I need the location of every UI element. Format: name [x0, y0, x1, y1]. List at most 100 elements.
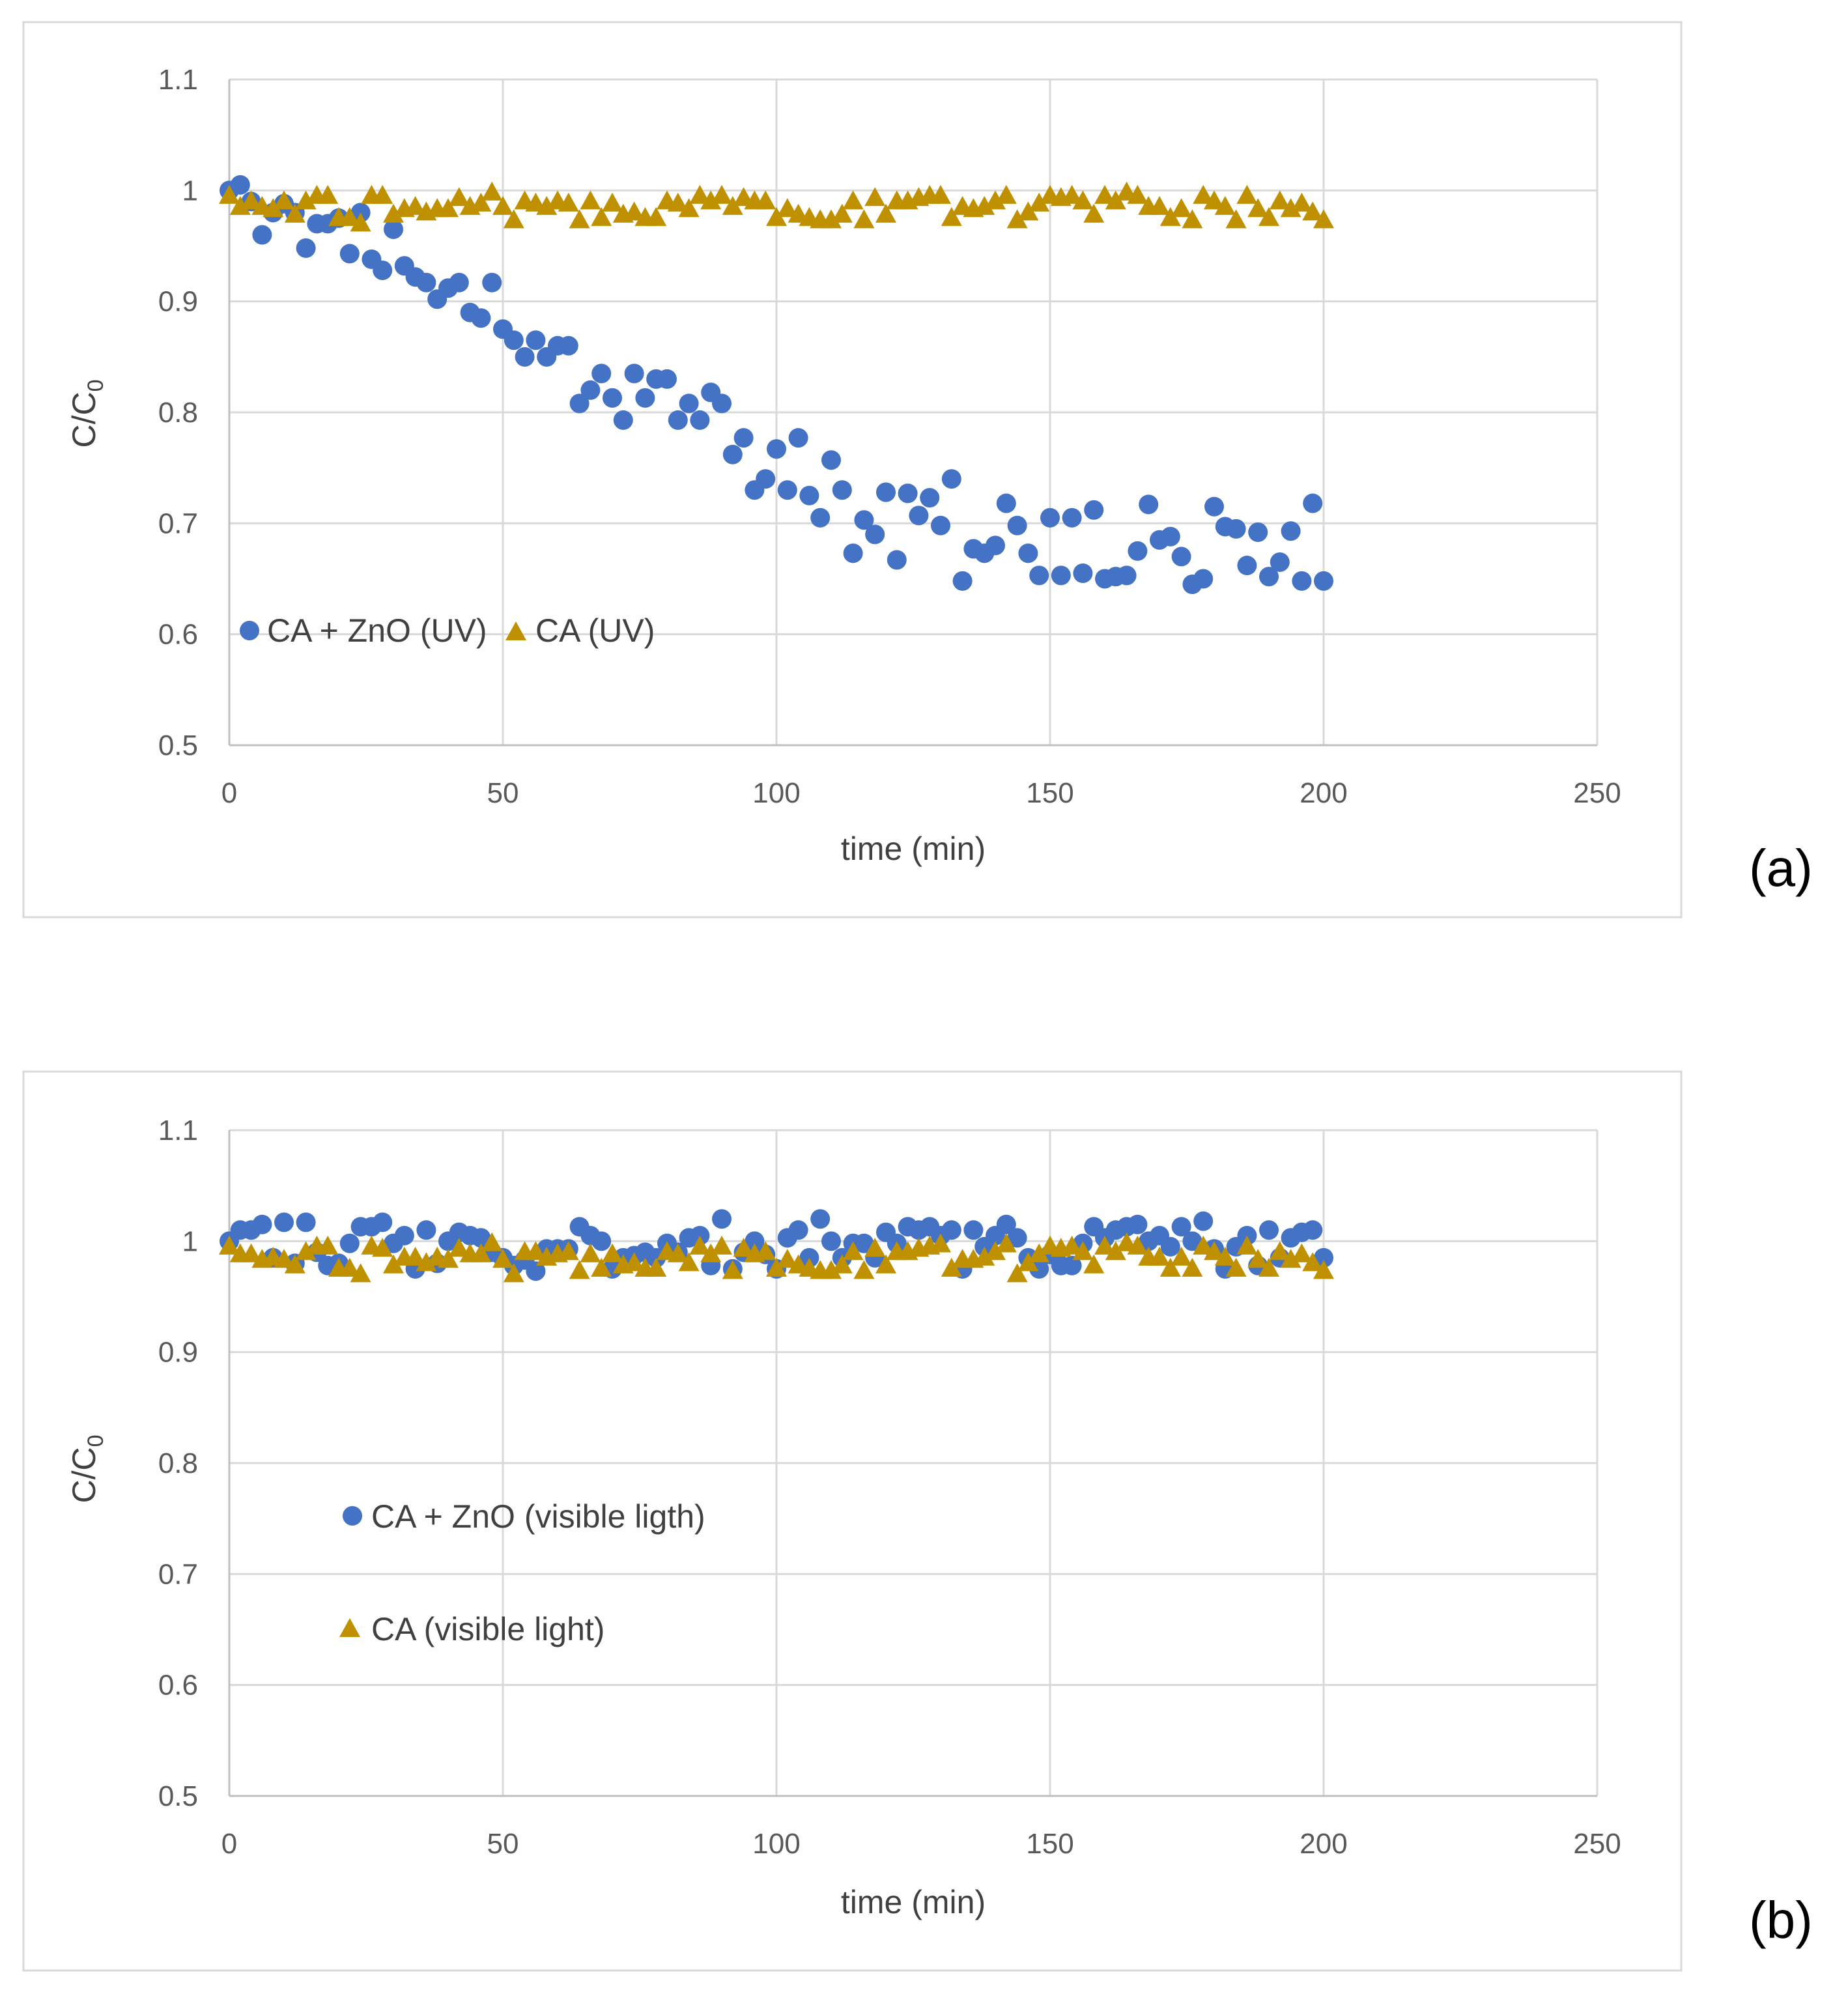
data-point-triangle — [317, 184, 339, 204]
panel-label: (b) — [1749, 1891, 1813, 1949]
data-point-triangle — [1193, 1235, 1214, 1255]
y-tick-label: 0.7 — [158, 1558, 198, 1590]
data-point-triangle — [219, 1235, 240, 1255]
data-point-circle — [1314, 571, 1333, 591]
data-point-circle — [591, 363, 612, 384]
data-point-triangle — [1094, 1235, 1115, 1255]
x-axis-title: time (min) — [841, 1884, 986, 1920]
data-point-triangle — [722, 1260, 743, 1279]
data-point-circle — [1084, 500, 1104, 520]
data-point-triangle — [1225, 1257, 1247, 1277]
y-tick-label: 1.1 — [158, 1115, 198, 1146]
data-point-circle — [558, 335, 578, 356]
data-point-triangle — [263, 198, 284, 218]
data-point-triangle — [372, 1238, 393, 1257]
data-point-triangle — [776, 198, 798, 218]
data-point-triangle — [941, 206, 962, 226]
data-point-triangle — [481, 181, 503, 201]
data-point-triangle — [405, 195, 426, 215]
data-point-triangle — [602, 192, 623, 212]
data-point-circle — [1281, 521, 1301, 541]
data-point-triangle — [448, 1238, 470, 1257]
data-point-circle — [1029, 565, 1049, 586]
data-point-circle — [733, 428, 754, 448]
data-point-triangle — [525, 1241, 547, 1260]
data-point-circle — [1051, 565, 1071, 586]
data-point-circle — [1292, 571, 1312, 591]
data-point-triangle — [1017, 201, 1039, 221]
data-point-circle — [1139, 494, 1159, 515]
data-point-triangle — [1127, 184, 1148, 204]
data-point-triangle — [1214, 1246, 1236, 1266]
data-point-circle — [1270, 552, 1290, 572]
data-point-circle — [1018, 543, 1038, 563]
legend-marker-triangle — [339, 1618, 360, 1637]
data-point-triangle — [1171, 1246, 1192, 1266]
data-point-circle — [788, 428, 808, 448]
data-point-triangle — [711, 184, 732, 204]
data-point-circle — [1204, 496, 1224, 517]
y-tick-label: 0.8 — [158, 397, 198, 429]
data-point-triangle — [667, 1243, 689, 1262]
data-point-triangle — [678, 198, 700, 218]
legend-b: CA + ZnO (visible ligth) CA (visible lig… — [339, 1498, 705, 1647]
data-point-triangle — [284, 1254, 306, 1274]
data-point-triangle — [229, 195, 251, 215]
data-point-circle — [1007, 1228, 1027, 1248]
data-point-circle — [1314, 1247, 1333, 1268]
data-point-circle — [657, 369, 677, 389]
data-point-circle — [963, 1220, 984, 1240]
data-point-triangle — [1105, 1241, 1126, 1260]
data-point-triangle — [1291, 1243, 1313, 1262]
data-point-triangle — [776, 1249, 798, 1268]
x-axis-title: time (min) — [841, 831, 986, 867]
legend-label: CA + ZnO (visible ligth) — [371, 1498, 705, 1535]
data-point-triangle — [623, 201, 645, 221]
y-tick-label: 0.8 — [158, 1447, 198, 1479]
data-point-triangle — [492, 195, 513, 215]
data-point-circle — [296, 1212, 316, 1232]
data-point-circle — [668, 410, 688, 430]
data-point-triangle — [974, 195, 995, 215]
data-point-triangle — [240, 1243, 262, 1262]
data-point-circle — [373, 260, 393, 280]
data-point-circle — [1171, 1217, 1191, 1237]
data-point-triangle — [481, 1232, 503, 1251]
data-point-triangle — [646, 206, 667, 226]
data-point-circle — [865, 524, 885, 545]
data-point-triangle — [1029, 192, 1050, 212]
data-point-circle — [679, 393, 699, 414]
x-tick-label: 250 — [1573, 1828, 1621, 1860]
y-tick-label: 1 — [182, 175, 198, 206]
data-point-circle — [1062, 1255, 1082, 1275]
data-point-triangle — [536, 195, 558, 215]
data-point-triangle — [678, 1252, 700, 1272]
y-tick-label: 0.6 — [158, 1670, 198, 1701]
data-point-triangle — [831, 203, 853, 223]
data-point-triangle — [438, 1249, 459, 1268]
data-points-b — [219, 1209, 1334, 1283]
data-point-triangle — [1247, 1249, 1269, 1268]
data-point-triangle — [1280, 1249, 1301, 1268]
data-point-triangle — [853, 209, 875, 229]
data-point-circle — [1062, 507, 1082, 528]
data-point-triangle — [1072, 1241, 1094, 1260]
data-point-triangle — [930, 1233, 951, 1253]
data-point-circle — [373, 1212, 393, 1232]
data-point-triangle — [1006, 209, 1028, 229]
data-point-triangle — [1204, 190, 1225, 210]
data-point-triangle — [339, 1257, 360, 1277]
data-point-circle — [799, 485, 819, 505]
data-point-triangle — [864, 187, 886, 206]
tick-labels-b: 0.5 0.6 0.7 0.8 0.9 1 1.1 0 50 100 150 200 250 — [158, 1115, 1621, 1860]
y-tick-label: 1.1 — [158, 64, 198, 96]
data-point-triangle — [448, 187, 470, 206]
chart-panel-b: 0.5 0.6 0.7 0.8 0.9 1 1.1 0 50 100 150 200 250 time … — [22, 1070, 1813, 1972]
data-point-triangle — [1280, 198, 1301, 218]
data-point-circle — [339, 244, 360, 264]
data-point-triangle — [274, 190, 294, 210]
data-point-circle — [690, 1225, 710, 1245]
data-point-triangle — [1269, 190, 1290, 210]
data-point-triangle — [1149, 1246, 1170, 1266]
